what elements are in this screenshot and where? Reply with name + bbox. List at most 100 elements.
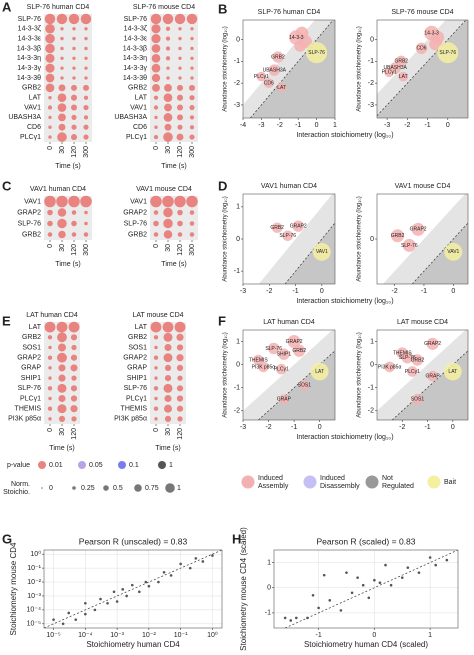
panel-label: B — [218, 1, 227, 16]
dot — [189, 95, 195, 101]
x-axis-label: Time (s) — [55, 163, 80, 170]
dot — [176, 84, 184, 91]
dot — [84, 210, 88, 215]
point — [74, 618, 78, 621]
y-tick-label: -1 — [265, 610, 271, 617]
point — [412, 393, 423, 405]
point-label: PLCγ1 — [254, 74, 269, 80]
dot — [166, 66, 170, 70]
point-label: SLP-76 — [308, 50, 325, 56]
dot — [163, 332, 173, 342]
chart-title: SLP-76 mouse CD4 — [391, 9, 453, 16]
dot — [70, 94, 78, 101]
point-label: PLCγ1 — [405, 369, 420, 375]
dot — [47, 335, 53, 340]
point — [188, 566, 192, 570]
point — [345, 571, 348, 574]
dot — [165, 36, 171, 41]
plot-frame — [242, 329, 336, 421]
point-label: UBASH3A — [384, 65, 408, 71]
dot — [152, 83, 160, 92]
x-tick-label: -1 — [315, 632, 321, 639]
legend-size — [41, 487, 43, 489]
dot — [165, 56, 171, 61]
dot — [84, 56, 88, 60]
dot — [58, 123, 66, 131]
plot-area — [243, 20, 335, 118]
dot — [176, 133, 184, 141]
row-label: 14-3-3ζ — [124, 26, 147, 33]
dot — [154, 366, 158, 370]
dot — [83, 232, 89, 237]
x-tick-label: -1 — [424, 122, 430, 129]
dot — [71, 220, 77, 227]
dot — [47, 105, 53, 110]
y-tick-label: -1 — [368, 58, 374, 65]
legend-swatch — [303, 475, 317, 489]
dot — [84, 221, 88, 226]
point-label: VAV1 — [316, 249, 328, 255]
row-label: CD6 — [27, 124, 41, 131]
point — [427, 370, 438, 382]
row-label: SHIP1 — [127, 375, 147, 382]
dot — [48, 96, 52, 100]
x-tick-label: 120 — [177, 428, 184, 440]
x-tick-label: 30 — [165, 428, 172, 436]
legend-swatch — [427, 475, 441, 489]
point-label: LAT — [315, 369, 324, 375]
dot — [153, 220, 159, 227]
dot — [177, 232, 183, 237]
y-tick-label: 0 — [370, 36, 374, 43]
y-tick-label: 1 — [236, 338, 240, 345]
dot — [178, 36, 182, 41]
point — [426, 337, 439, 350]
row-label: GRB2 — [128, 85, 147, 92]
dot — [71, 124, 77, 130]
x-axis-label: Time (s) — [155, 445, 180, 452]
dot — [45, 33, 55, 44]
y-tick-label: 0 — [267, 585, 271, 592]
row-label: GRAP2 — [123, 355, 147, 362]
point-label: GRAP2 — [286, 339, 303, 345]
dot — [190, 46, 194, 51]
panel-label: F — [218, 313, 226, 328]
point-label: GRB2 — [270, 225, 284, 231]
dot — [190, 36, 194, 41]
legend-swatch — [118, 461, 126, 469]
row-label: SLP-76 — [124, 16, 147, 23]
dot — [57, 132, 67, 142]
point — [258, 361, 269, 373]
dot — [60, 27, 64, 31]
dot — [83, 104, 89, 111]
dot — [44, 13, 56, 25]
plot-area — [382, 194, 468, 284]
dot — [190, 56, 194, 60]
legend-label: Bait — [444, 479, 456, 486]
point — [276, 82, 287, 93]
y-axis-label: Abundance stoichiometry (log₁₀) — [357, 332, 363, 418]
point-label: UBASH3A — [263, 67, 287, 73]
dot — [45, 63, 55, 73]
row-label: 14-3-3ζ — [18, 26, 41, 33]
plot-area — [243, 330, 335, 420]
point-label: SHIP1 — [277, 352, 292, 358]
y-axis-label: Abundance stoichiometry (log₁₀) — [223, 196, 229, 282]
dot — [162, 13, 174, 25]
row-label: GRAP — [127, 365, 147, 372]
dot — [151, 53, 161, 63]
x-tick-label: 0 — [47, 428, 54, 432]
x-tick-label: 0 — [320, 288, 324, 295]
plot-area — [377, 20, 468, 118]
x-tick-label: -1 — [421, 288, 427, 295]
row-label: SOS1 — [128, 344, 147, 351]
x-tick-label: 0 — [451, 424, 455, 431]
point — [115, 600, 119, 603]
point — [367, 596, 371, 600]
point-label: SLP-76 — [401, 243, 418, 249]
y-tick-label: 1 — [267, 559, 271, 566]
dot — [72, 46, 76, 51]
y-tick-label: 10⁻⁴ — [27, 607, 42, 614]
point — [443, 362, 462, 381]
dot — [58, 364, 66, 372]
chart-title: VAV1 human CD4 — [30, 186, 86, 193]
